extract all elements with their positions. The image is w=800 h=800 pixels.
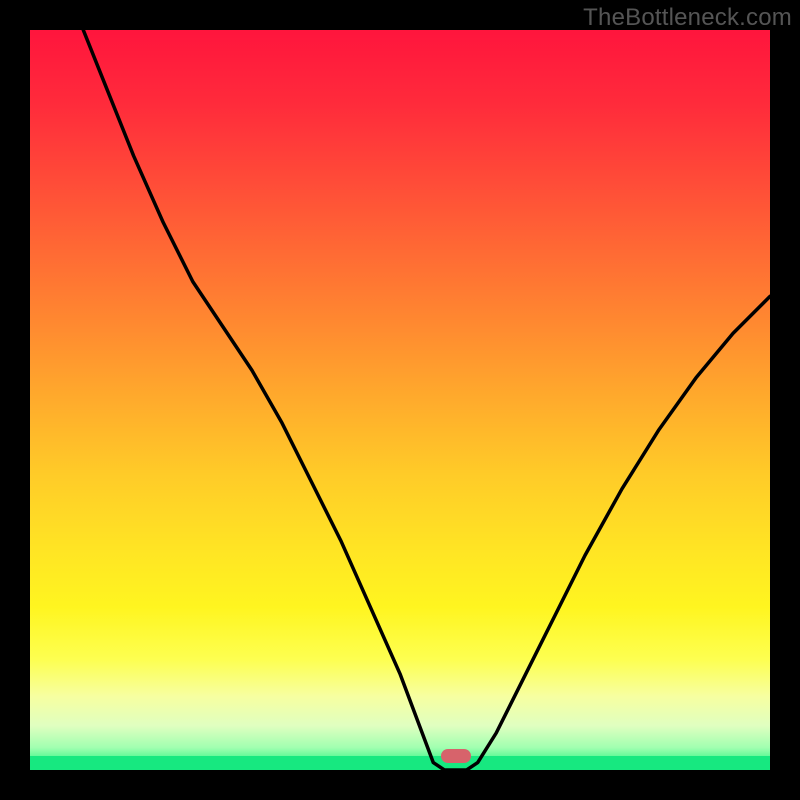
chart-baseline-bar [30,756,770,770]
chart-gradient-background [30,30,770,770]
chart-container: TheBottleneck.com [0,0,800,800]
bottleneck-marker [441,749,471,763]
watermark-text: TheBottleneck.com [583,4,792,32]
